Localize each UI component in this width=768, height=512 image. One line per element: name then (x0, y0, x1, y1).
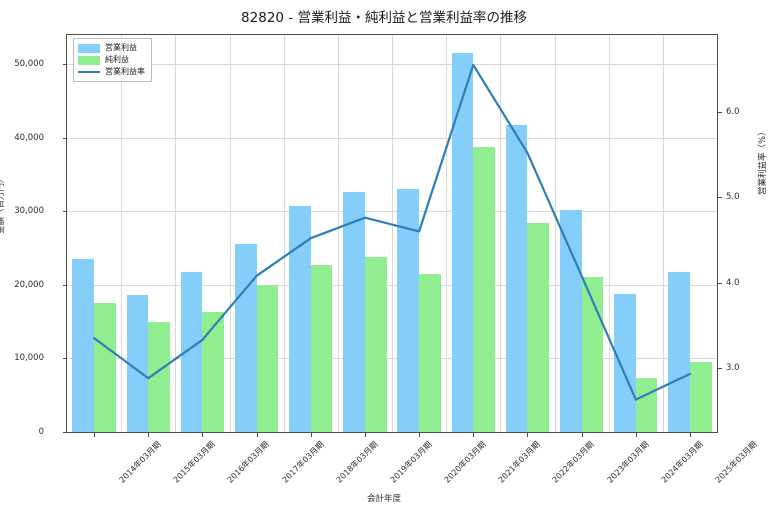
bar-net-profit (202, 312, 225, 432)
x-axis-tick (473, 433, 475, 437)
x-axis-tick (202, 433, 204, 437)
line-series-layer (93, 63, 692, 401)
x-axis-tick (527, 433, 529, 437)
bar-operating-profit (505, 124, 528, 432)
x-axis-tick-label: 2018年03月期 (334, 439, 380, 485)
gridline-vertical (608, 35, 610, 432)
x-axis-tick (581, 433, 583, 437)
gridline-vertical (446, 35, 448, 432)
gridline-vertical (500, 35, 502, 432)
gridline-vertical (554, 35, 556, 432)
y-axis-right-tick-label: 3.0 (726, 362, 740, 373)
bar-operating-profit (668, 272, 690, 432)
gridline-vertical (337, 35, 339, 432)
legend-swatch (78, 43, 100, 53)
legend-item[interactable]: 営業利益率 (78, 66, 145, 78)
x-axis-tick-label: 2017年03月期 (280, 439, 326, 485)
bar-net-profit (256, 284, 279, 432)
gridline-vertical (662, 35, 664, 432)
bar-operating-profit (72, 258, 95, 432)
gridline-vertical (283, 35, 285, 432)
x-axis-tick (148, 433, 150, 437)
y-axis-left-tick-label: 30,000 (14, 206, 44, 217)
y-axis-left-tick-label: 0 (38, 427, 44, 437)
bar-operating-profit (614, 293, 636, 432)
y-axis-left-tick (63, 432, 67, 433)
y-axis-right-tick-label: 4.0 (726, 277, 740, 288)
x-axis-tick-label: 2020年03月期 (442, 439, 488, 485)
x-axis-tick (256, 433, 258, 437)
y-axis-right-tick (718, 111, 722, 113)
y-axis-right-tick (718, 367, 722, 369)
legend-swatch (78, 55, 100, 65)
bar-net-profit (94, 303, 116, 432)
gridline-vertical (175, 35, 177, 432)
x-axis-tick (310, 433, 312, 437)
y-axis-left-tick (63, 137, 67, 139)
y-axis-right-tick (718, 197, 722, 199)
y-axis-left-tick-label: 50,000 (14, 59, 44, 70)
x-axis-tick (364, 433, 366, 437)
legend-swatch (78, 71, 100, 73)
y-axis-left-tick-label: 20,000 (14, 279, 44, 290)
bar-operating-profit (126, 294, 149, 432)
x-axis-tick-label: 2022年03月期 (551, 439, 597, 485)
chart-legend: 営業利益純利益営業利益率 (73, 38, 152, 82)
legend-item[interactable]: 営業利益 (78, 42, 145, 54)
plot-area (66, 34, 718, 433)
gridline-vertical (392, 35, 393, 432)
bar-operating-profit (451, 52, 474, 432)
operating-margin-line (93, 63, 692, 401)
x-axis-tick-label: 2015年03月期 (171, 439, 217, 485)
bar-net-profit (310, 265, 333, 432)
x-axis-tick-label: 2024年03月期 (659, 439, 705, 485)
y-axis-left-tick (63, 64, 67, 66)
bar-net-profit (364, 257, 387, 432)
x-axis-label: 会計年度 (366, 494, 401, 504)
y-axis-right-label: 営業利益率（%） (758, 127, 768, 195)
y-axis-left-tick-label: 10,000 (14, 353, 44, 364)
y-axis-right-tick-label: 5.0 (726, 192, 740, 203)
bar-operating-profit (180, 271, 203, 432)
gridline-vertical (121, 35, 123, 432)
bar-net-profit (581, 276, 604, 432)
x-axis-tick-label: 2016年03月期 (226, 439, 272, 485)
y-axis-right-tick (718, 282, 722, 284)
y-axis-left-tick (63, 211, 67, 213)
gridline-vertical (229, 35, 231, 432)
plot-inner (67, 35, 717, 432)
bar-operating-profit (343, 191, 365, 432)
legend-label: 営業利益率 (105, 67, 145, 76)
bar-operating-profit (289, 206, 311, 432)
x-axis-tick-label: 2023年03月期 (605, 439, 651, 485)
bar-net-profit (689, 362, 712, 432)
x-axis-tick-label: 2019年03月期 (388, 439, 434, 485)
x-axis-tick (635, 433, 637, 437)
bar-net-profit (419, 273, 441, 432)
x-axis-tick-label: 2021年03月期 (496, 439, 542, 485)
legend-label: 純利益 (105, 55, 129, 64)
legend-label: 営業利益 (105, 43, 137, 52)
chart-title: 82820 - 営業利益・純利益と営業利益率の推移 (241, 10, 527, 26)
x-axis-tick-label: 2025年03月期 (713, 439, 759, 485)
legend-item[interactable]: 純利益 (78, 54, 145, 66)
y-axis-right-tick-label: 6.0 (726, 106, 740, 117)
x-axis-tick-label: 2014年03月期 (117, 439, 163, 485)
y-axis-left-label: 金額（百万円） (0, 174, 6, 234)
bar-operating-profit (397, 189, 420, 432)
bar-net-profit (473, 147, 495, 432)
bar-operating-profit (234, 243, 257, 432)
x-axis-tick (419, 433, 421, 437)
x-axis-tick (94, 433, 96, 437)
bar-net-profit (527, 223, 550, 432)
y-axis-left-tick (63, 358, 67, 360)
y-axis-left-tick-label: 40,000 (14, 132, 44, 143)
bar-net-profit (148, 322, 170, 432)
y-axis-left-tick (63, 284, 67, 286)
x-axis-tick (689, 433, 691, 437)
